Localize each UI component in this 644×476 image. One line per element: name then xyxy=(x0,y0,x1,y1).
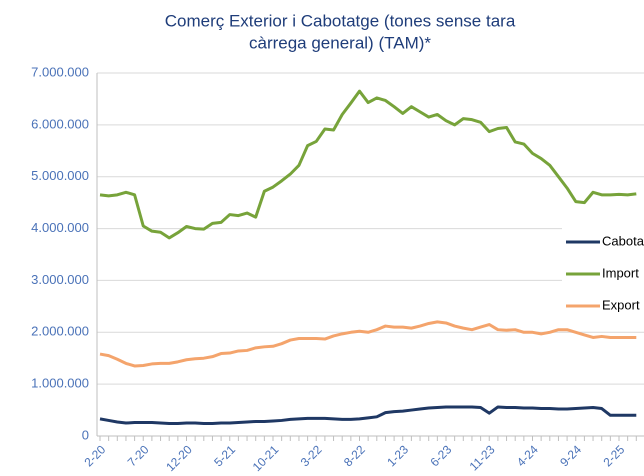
x-tick-label: 7-20 xyxy=(125,442,152,469)
y-tick-label: 4.000.000 xyxy=(31,220,89,235)
x-tick-label: 2-25 xyxy=(600,442,627,469)
chart-title: càrrega general) (TAM)* xyxy=(249,33,431,52)
y-tick-label: 3.000.000 xyxy=(31,272,89,287)
x-tick-label: 10-21 xyxy=(250,442,282,474)
chart-title: Comerç Exterior i Cabotatge (tones sense… xyxy=(165,11,516,30)
x-tick-label: 4-24 xyxy=(514,442,541,469)
y-tick-label: 0 xyxy=(82,427,89,442)
y-tick-label: 2.000.000 xyxy=(31,324,89,339)
legend-label: Export xyxy=(602,297,640,312)
x-tick-label: 12-20 xyxy=(163,442,195,474)
legend: Cabotatge Import Export xyxy=(562,225,644,321)
x-tick-label: 5-21 xyxy=(211,442,238,469)
series-line xyxy=(99,89,637,240)
x-tick-label: 3-22 xyxy=(298,442,325,469)
x-tick-label: 1-23 xyxy=(384,442,411,469)
series-line xyxy=(99,320,637,368)
x-tick-label: 11-23 xyxy=(467,442,498,473)
y-tick-label: 6.000.000 xyxy=(31,116,89,131)
y-tick-label: 7.000.000 xyxy=(31,64,89,79)
x-tick-label: 2-20 xyxy=(81,442,108,469)
series-line xyxy=(99,405,637,426)
x-tick-label: 8-22 xyxy=(341,442,368,469)
legend-label: Import xyxy=(602,265,639,280)
x-tick-label: 9-24 xyxy=(557,442,584,469)
x-tick-label: 6-23 xyxy=(427,442,454,469)
y-tick-label: 1.000.000 xyxy=(31,376,89,391)
y-tick-label: 5.000.000 xyxy=(31,168,89,183)
legend-label: Cabotatge xyxy=(602,233,644,248)
